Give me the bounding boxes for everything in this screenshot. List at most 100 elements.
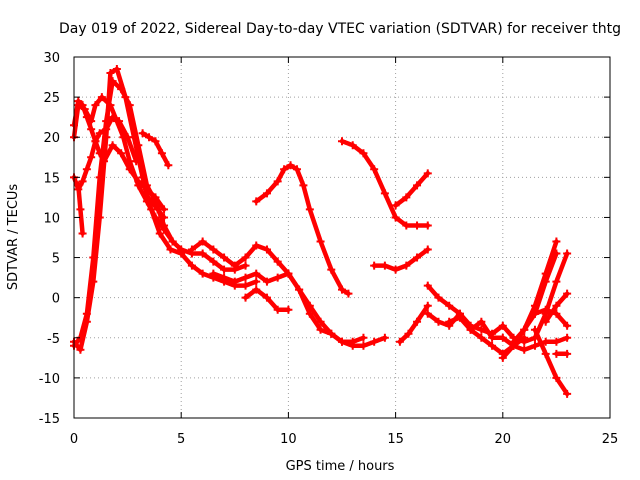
- data-point-marker: [164, 161, 173, 170]
- data-point-marker: [370, 261, 379, 270]
- y-tick-label: 15: [43, 171, 60, 186]
- data-point-marker: [262, 245, 271, 254]
- data-point-marker: [168, 237, 177, 246]
- series-arc-22: [530, 249, 572, 342]
- data-point-marker: [117, 85, 126, 94]
- series-arc-15: [370, 245, 432, 274]
- data-point-marker: [445, 317, 454, 326]
- data-point-marker: [520, 325, 529, 334]
- data-point-marker: [241, 273, 250, 282]
- data-point-marker: [284, 269, 293, 278]
- data-point-marker: [87, 153, 96, 162]
- x-tick-label: 20: [495, 432, 512, 447]
- data-point-marker: [102, 125, 111, 134]
- data-point-marker: [348, 141, 357, 150]
- data-point-marker: [198, 237, 207, 246]
- data-point-marker: [155, 229, 164, 238]
- y-tick-label: 0: [52, 292, 60, 307]
- data-point-marker: [252, 285, 261, 294]
- series-arc-12: [252, 161, 353, 298]
- data-point-marker: [327, 329, 336, 338]
- data-point-marker: [380, 261, 389, 270]
- data-point-marker: [209, 269, 218, 278]
- data-point-marker: [262, 277, 271, 286]
- series-arc-23: [530, 325, 572, 398]
- data-point-marker: [78, 229, 87, 238]
- data-point-marker: [273, 177, 282, 186]
- data-point-marker: [160, 225, 169, 234]
- data-point-marker: [327, 265, 336, 274]
- data-point-marker: [488, 341, 497, 350]
- data-point-marker: [95, 129, 104, 138]
- data-point-marker: [520, 345, 529, 354]
- series-line: [397, 303, 431, 345]
- data-point-marker: [530, 325, 539, 334]
- y-tick-label: 25: [43, 91, 60, 106]
- y-tick-label: -15: [39, 412, 60, 427]
- x-tick-label: 15: [387, 432, 404, 447]
- data-point-marker: [466, 325, 475, 334]
- y-axis-label: SDTVAR / TECUs: [6, 184, 21, 291]
- series-arc-6: [74, 181, 87, 238]
- data-point-marker: [273, 305, 282, 314]
- data-point-marker: [530, 309, 539, 318]
- data-point-marker: [423, 301, 432, 310]
- series-arc-25: [541, 289, 572, 326]
- x-tick-label: 0: [70, 432, 78, 447]
- data-point-marker: [563, 289, 572, 298]
- data-point-marker: [123, 133, 132, 142]
- data-point-marker: [252, 269, 261, 278]
- data-point-marker: [82, 113, 91, 122]
- data-point-marker: [402, 221, 411, 230]
- data-point-marker: [552, 277, 561, 286]
- x-tick-label: 10: [280, 432, 297, 447]
- data-point-marker: [108, 141, 117, 150]
- data-point-marker: [230, 261, 239, 270]
- data-point-marker: [413, 221, 422, 230]
- plot-frame: [73, 56, 611, 419]
- data-point-marker: [552, 373, 561, 382]
- x-axis-label: GPS time / hours: [286, 459, 395, 474]
- data-point-marker: [209, 257, 218, 266]
- series-arc-14: [391, 169, 432, 210]
- data-point-marker: [541, 317, 550, 326]
- data-point-marker: [100, 157, 109, 166]
- data-point-marker: [95, 173, 104, 182]
- data-point-marker: [95, 149, 104, 158]
- data-point-marker: [348, 337, 357, 346]
- data-point-marker: [530, 341, 539, 350]
- data-point-marker: [153, 205, 162, 214]
- data-point-marker: [157, 149, 166, 158]
- data-point-marker: [198, 249, 207, 258]
- data-point-marker: [488, 329, 497, 338]
- data-point-marker: [134, 141, 143, 150]
- chart-title: Day 019 of 2022, Sidereal Day-to-day VTE…: [59, 21, 621, 37]
- data-point-marker: [151, 137, 160, 146]
- data-point-marker: [134, 177, 143, 186]
- data-point-marker: [477, 333, 486, 342]
- data-point-marker: [530, 301, 539, 310]
- series-line: [371, 247, 431, 272]
- series-line: [142, 191, 167, 220]
- data-point-marker: [395, 337, 404, 346]
- data-point-marker: [91, 137, 100, 146]
- series-arc-10: [209, 269, 368, 346]
- data-point-marker: [338, 137, 346, 146]
- data-point-marker: [160, 213, 169, 222]
- data-point-marker: [145, 133, 154, 142]
- data-point-marker: [344, 289, 353, 298]
- data-point-marker: [434, 293, 443, 302]
- data-point-marker: [142, 185, 151, 194]
- data-point-marker: [117, 149, 126, 158]
- data-point-marker: [402, 193, 411, 202]
- data-point-marker: [434, 317, 443, 326]
- series-arc-26: [552, 349, 572, 358]
- data-point-marker: [286, 161, 295, 170]
- data-point-marker: [292, 165, 301, 174]
- data-point-marker: [209, 245, 218, 254]
- data-point-marker: [498, 321, 507, 330]
- data-point-marker: [541, 349, 550, 358]
- data-series: [70, 65, 572, 398]
- y-tick-label: 5: [52, 252, 60, 267]
- y-tick-label: 20: [43, 131, 60, 146]
